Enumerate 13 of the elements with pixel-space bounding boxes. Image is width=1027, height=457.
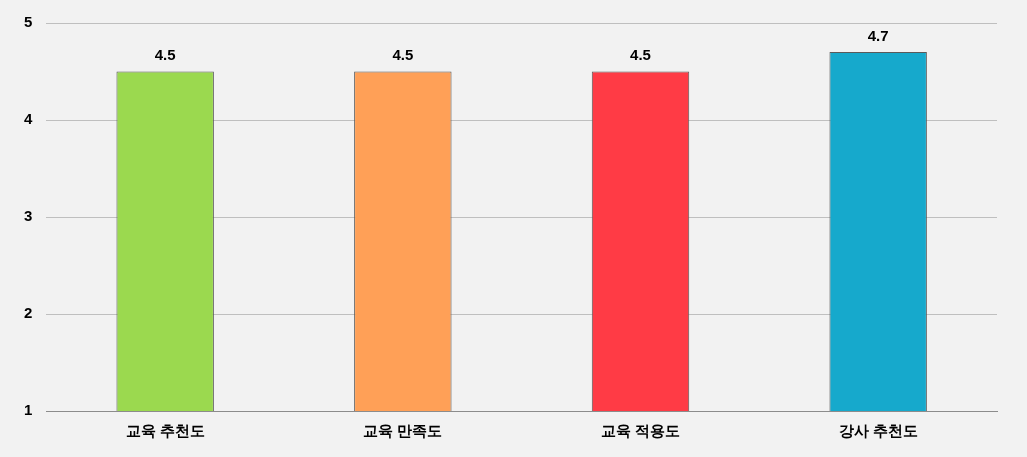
data-label: 4.5 bbox=[154, 46, 176, 64]
x-tick-label: 강사 추천도 bbox=[838, 422, 918, 440]
data-label: 4.5 bbox=[630, 46, 651, 64]
y-tick-label: 1 bbox=[24, 401, 33, 419]
x-tick-label: 교육 추천도 bbox=[125, 422, 205, 440]
x-tick-label: 교육 만족도 bbox=[363, 422, 443, 440]
y-tick-label: 3 bbox=[24, 207, 33, 225]
data-label: 4.5 bbox=[392, 46, 414, 64]
data-label: 4.7 bbox=[867, 26, 889, 44]
y-tick-label: 5 bbox=[24, 13, 33, 31]
y-tick-label: 2 bbox=[24, 304, 33, 322]
y-tick-label: 4 bbox=[24, 110, 33, 128]
x-tick-label: 교육 적용도 bbox=[600, 422, 681, 440]
